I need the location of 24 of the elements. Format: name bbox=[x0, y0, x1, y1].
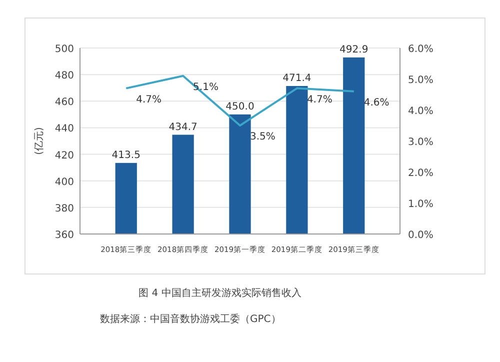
y-tick-label: 400 bbox=[54, 176, 74, 188]
y-tick-label: 460 bbox=[54, 97, 74, 108]
y2-tick-label: 3.0% bbox=[408, 137, 434, 148]
y-tick-label: 480 bbox=[54, 70, 74, 82]
y2-tick-label: 0.0% bbox=[408, 230, 434, 241]
y-tick-label: 500 bbox=[54, 44, 74, 55]
data-label: 434.7 bbox=[168, 122, 198, 133]
y-tick-label: 360 bbox=[54, 230, 74, 241]
source-note: 数据来源：中国音数协游戏工委（GPC） bbox=[100, 313, 281, 325]
caption: 图 4 中国自主研发游戏实际销售收入 bbox=[138, 287, 302, 299]
y2-tick-label: 1.0% bbox=[408, 199, 434, 210]
y2-tick-label: 6.0% bbox=[408, 44, 434, 55]
y-tick-label: 440 bbox=[54, 124, 74, 135]
y-tick-label: 420 bbox=[54, 150, 74, 162]
data-label: 450.0 bbox=[226, 101, 254, 112]
y-tick-label: 380 bbox=[54, 203, 74, 214]
y-axis-title: (亿元) bbox=[34, 127, 45, 155]
y2-tick-label: 2.0% bbox=[408, 168, 434, 179]
y2-tick-label: 5.0% bbox=[408, 75, 434, 86]
y2-tick-label: 4.0% bbox=[408, 106, 434, 117]
data-label: 471.4 bbox=[282, 72, 312, 84]
data-label: 4.7% bbox=[136, 94, 162, 106]
data-label: 492.9 bbox=[340, 44, 368, 56]
data-label: 413.5 bbox=[112, 150, 140, 161]
